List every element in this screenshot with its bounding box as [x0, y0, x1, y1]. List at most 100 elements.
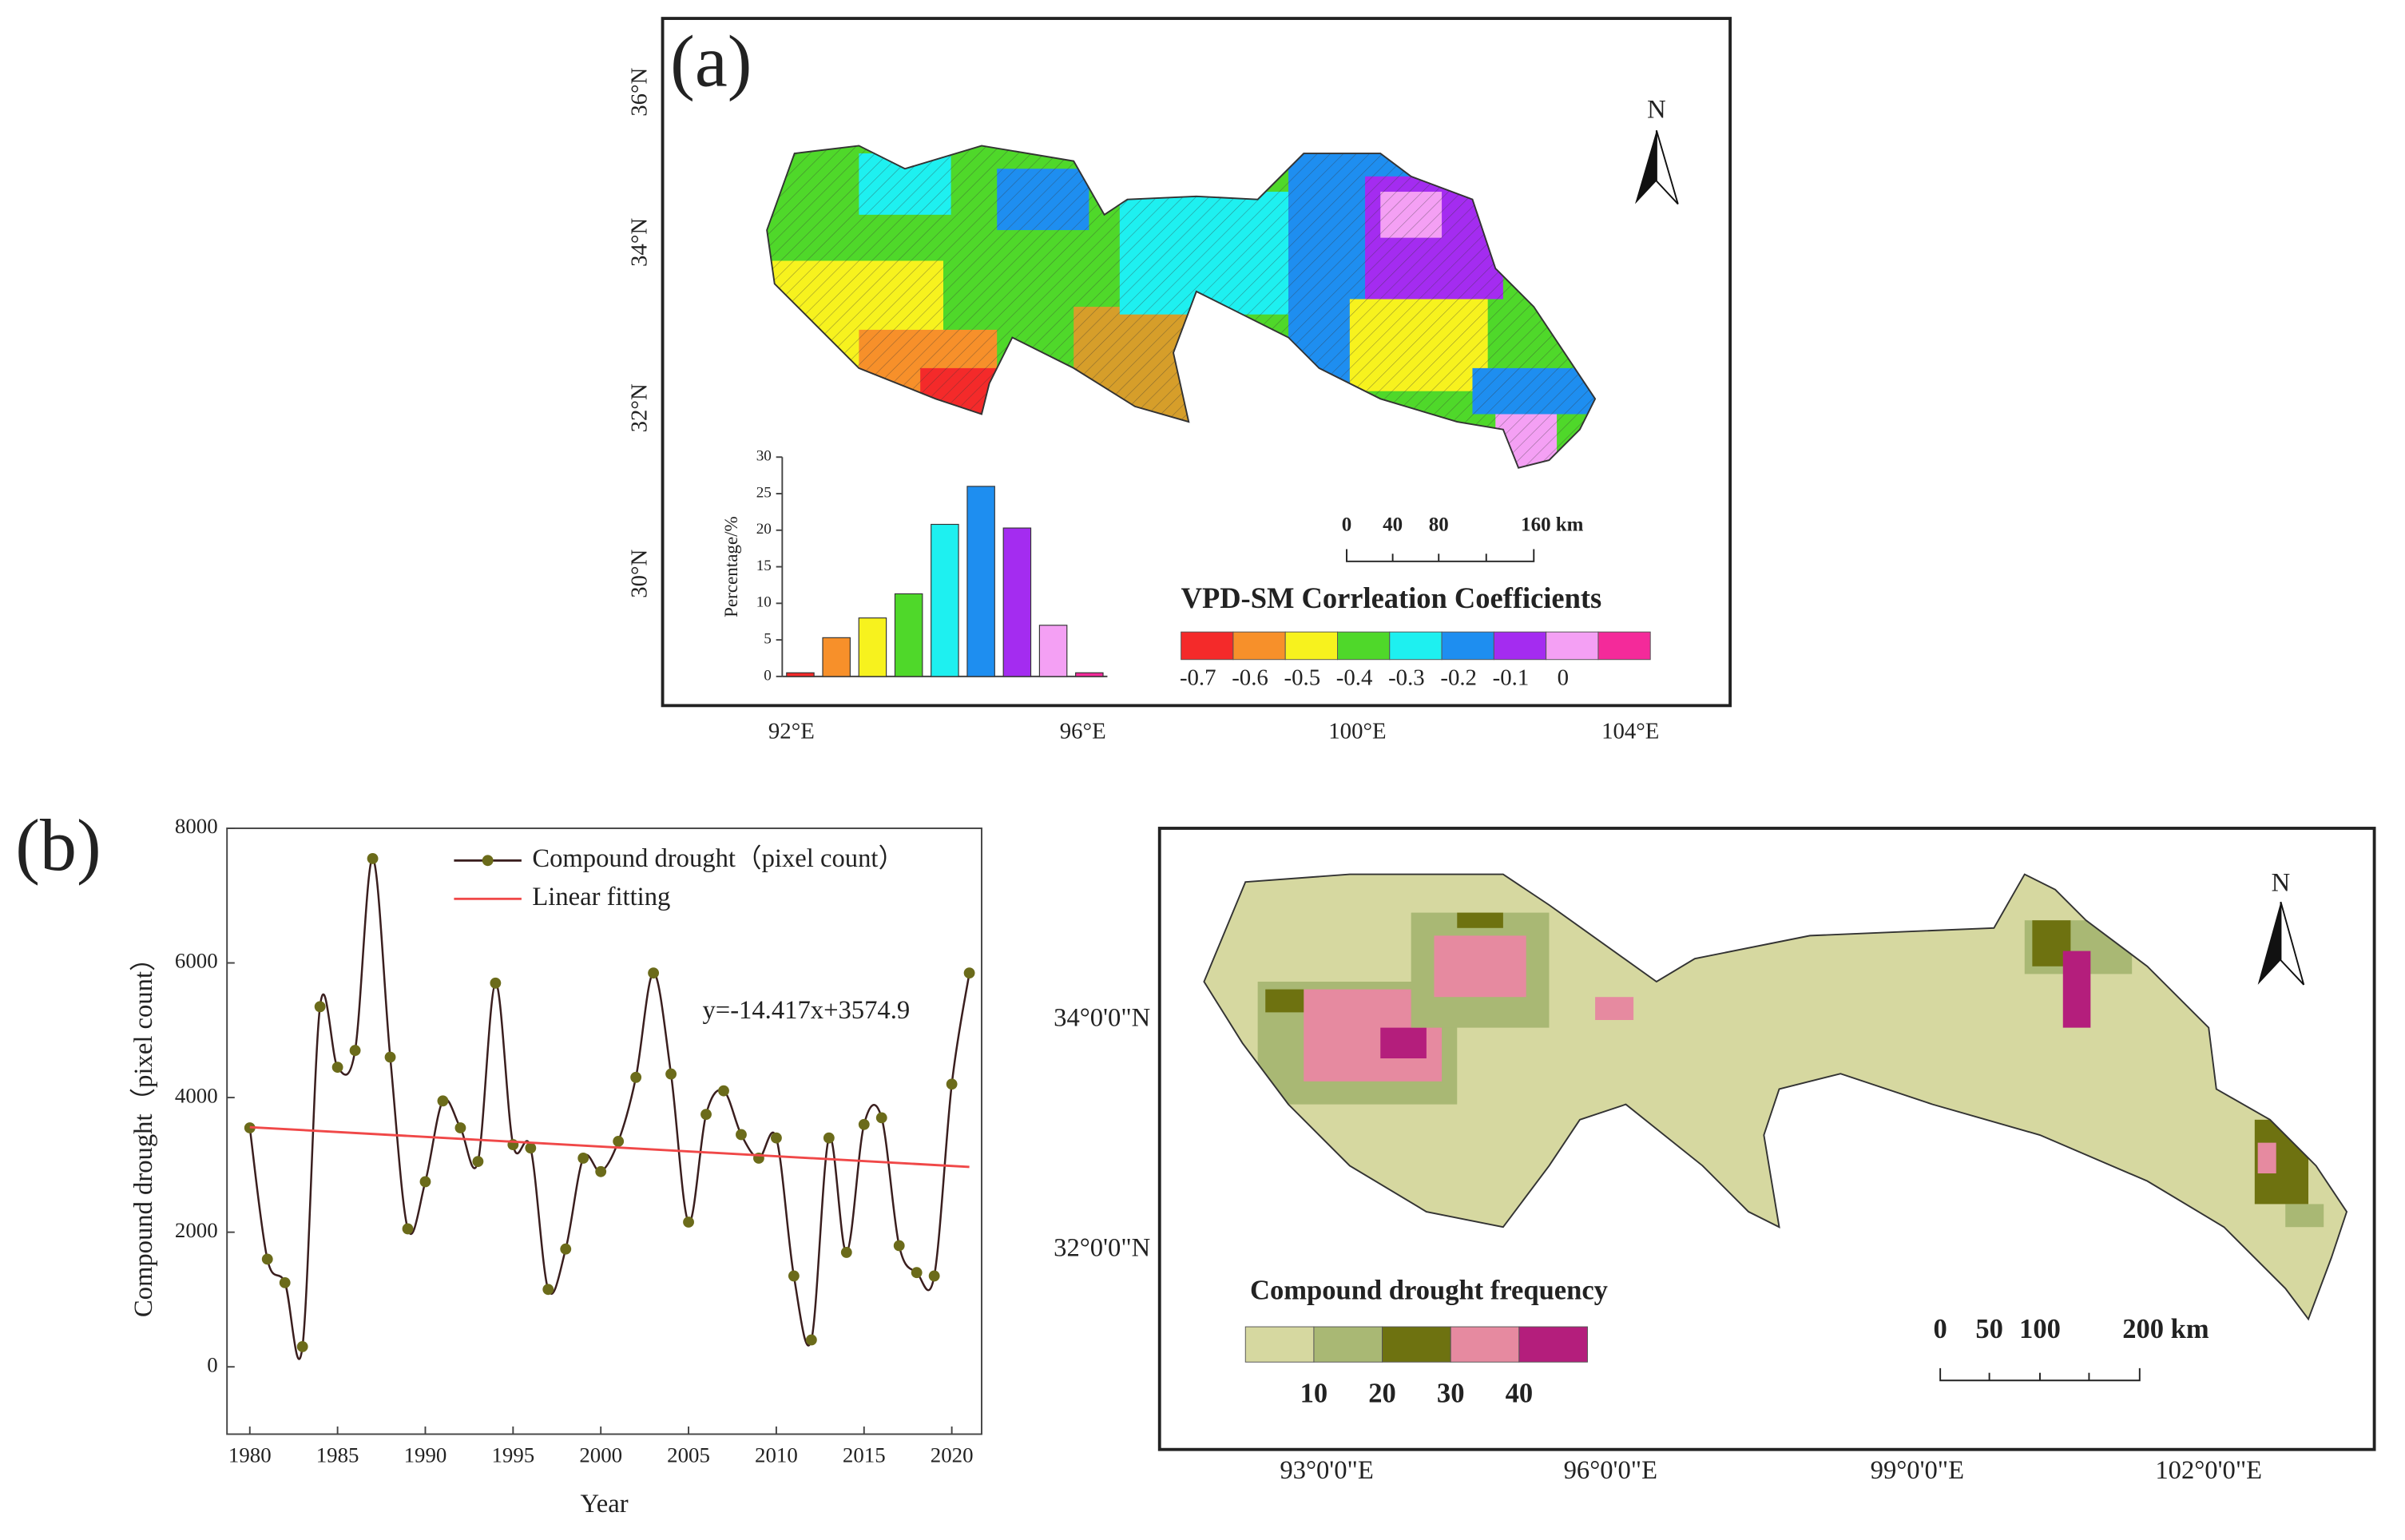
legend-title: VPD-SM Corrleation Coefficients [1181, 581, 1602, 614]
y-tick-label: 10 [756, 594, 772, 611]
x-tick-label: 1990 [404, 1443, 447, 1467]
colorbar-cell [1244, 1326, 1315, 1363]
point [542, 1284, 554, 1296]
x-tick-label: 1995 [491, 1443, 534, 1467]
point [437, 1095, 449, 1107]
point [279, 1276, 291, 1288]
colorbar-cell [1232, 631, 1286, 661]
y-tick-label: 0 [207, 1352, 217, 1376]
x-axis-label: Year [581, 1490, 629, 1518]
point [911, 1267, 923, 1279]
map-frame [661, 17, 1732, 708]
bar [786, 672, 815, 677]
colorbar-cell [1337, 631, 1391, 661]
bar [858, 617, 887, 677]
x-tick-label: 1985 [316, 1443, 359, 1467]
point [736, 1129, 747, 1141]
colorbar: -0.7 -0.6 -0.5 -0.4 -0.3 -0.2 -0.1 0 [1180, 631, 1651, 690]
point [665, 1068, 677, 1080]
point [472, 1156, 484, 1168]
colorbar-label: -0.7 [1180, 665, 1216, 690]
point [384, 1051, 396, 1063]
point [261, 1253, 273, 1265]
point [700, 1109, 712, 1121]
map-a-outline [766, 145, 1597, 469]
lon-labels: 93°0'0"E 96°0'0"E 99°0'0"E 102°0'0"E [1280, 1456, 2262, 1485]
series-line [248, 857, 970, 1360]
point [490, 977, 502, 989]
y-axis-label: Percentage/% [720, 516, 741, 617]
colorbar-cell [1313, 1326, 1383, 1363]
point [296, 1341, 308, 1352]
y-tick-label: 15 [756, 558, 772, 574]
point [893, 1240, 905, 1252]
point [577, 1153, 589, 1164]
histogram: 0 5 10 15 20 25 30 Percentage/% [720, 448, 1108, 684]
point [770, 1132, 782, 1144]
lon-label: 96°0'0"E [1564, 1456, 1657, 1485]
legend-title: Compound drought frequency [1250, 1276, 1608, 1306]
annotation: y=-14.417x+3574.9 [702, 996, 910, 1025]
lat-labels: 36°N 34°N 32°N 30°N [626, 67, 652, 597]
point [367, 852, 379, 864]
bar [822, 637, 851, 677]
colorbar-cell [1450, 1326, 1520, 1363]
plot-frame [226, 828, 982, 1435]
colorbar-label: 40 [1506, 1378, 1534, 1408]
lon-labels: 92°E 96°E 100°E 104°E [768, 719, 1660, 744]
point [788, 1270, 800, 1282]
lon-label: 96°E [1060, 719, 1106, 744]
point [928, 1270, 940, 1282]
point [823, 1132, 835, 1144]
scale-label: 50 [1975, 1314, 2003, 1344]
colorbar-label: -0.3 [1388, 665, 1425, 690]
scale-label: 160 km [1521, 514, 1584, 535]
lat-label: 30°N [626, 549, 652, 597]
map-b-region [1204, 874, 2347, 1320]
point [454, 1122, 466, 1133]
north-arrow: N [2257, 869, 2305, 986]
x-tick-label: 2005 [667, 1443, 710, 1467]
north-label: N [2272, 869, 2291, 898]
y-tick-label: 20 [756, 521, 772, 538]
lon-label: 104°E [1601, 719, 1659, 744]
x-tick-label: 2000 [579, 1443, 622, 1467]
colorbar-cell [1493, 631, 1547, 661]
y-tick-label: 6000 [175, 949, 218, 973]
lon-label: 99°0'0"E [1871, 1456, 1964, 1485]
point [858, 1118, 870, 1130]
y-tick-label: 8000 [175, 814, 218, 838]
colorbar-cell [1389, 631, 1443, 661]
map-a-region [767, 145, 1596, 468]
point [875, 1112, 887, 1124]
scale-label: 80 [1429, 514, 1449, 535]
y-tick-label: 2000 [175, 1218, 218, 1242]
colorbar: 10 20 30 40 [1244, 1326, 1588, 1408]
y-axis-label: Compound drought（pixel count） [129, 945, 158, 1317]
colorbar-label: -0.1 [1493, 665, 1530, 690]
lat-label: 34°N [626, 218, 652, 267]
x-tick-label: 2020 [931, 1443, 974, 1467]
colorbar-cell [1441, 631, 1494, 661]
point [946, 1078, 958, 1090]
colorbar-label: -0.4 [1336, 665, 1373, 690]
point [648, 967, 660, 979]
colorbar-label: -0.5 [1284, 665, 1321, 690]
bar [1075, 672, 1104, 677]
lat-label: 32°N [626, 383, 652, 432]
lat-label: 36°N [626, 67, 652, 116]
point [595, 1165, 607, 1177]
lat-label: 34°0'0"N [1054, 1003, 1150, 1032]
point [805, 1334, 817, 1346]
x-tick-label: 1980 [228, 1443, 272, 1467]
bar [931, 523, 959, 677]
x-tick-label: 2010 [755, 1443, 798, 1467]
legend-marker [482, 855, 494, 867]
point [402, 1223, 414, 1235]
point [630, 1071, 642, 1083]
bar [1002, 527, 1032, 677]
colorbar-label: -0.2 [1440, 665, 1477, 690]
map-b-outline [1203, 873, 2348, 1321]
legend-label: Compound drought（pixel count） [532, 844, 904, 873]
